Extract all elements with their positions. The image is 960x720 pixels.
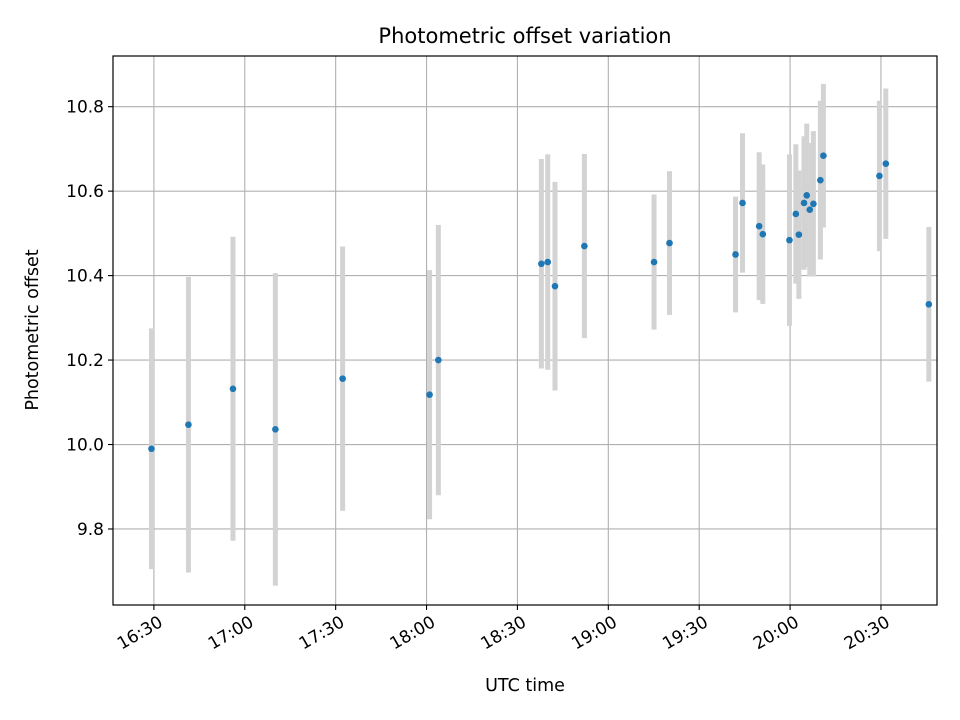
y-tick-label: 9.8 [77, 520, 104, 540]
data-point [800, 199, 808, 207]
data-point [795, 231, 803, 238]
data-point [551, 282, 559, 290]
data-point [882, 160, 890, 167]
data-point [229, 385, 237, 393]
data-point [759, 230, 767, 238]
data-points [148, 152, 933, 453]
x-tick-label: 20:30 [841, 612, 893, 654]
x-tick-label: 20:00 [750, 612, 802, 654]
data-point [435, 356, 442, 364]
data-point [876, 172, 883, 180]
chart-title: Photometric offset variation [378, 24, 671, 48]
data-point [185, 421, 192, 428]
data-point [581, 242, 588, 250]
x-axis-label: UTC time [485, 676, 565, 696]
x-tick-label: 18:30 [477, 612, 529, 654]
y-tick-label: 10.0 [66, 436, 104, 456]
data-point [148, 445, 155, 453]
data-point [739, 199, 746, 207]
y-tick-label: 10.4 [66, 267, 104, 287]
data-point [544, 258, 552, 266]
data-point [666, 239, 673, 247]
data-point [806, 206, 814, 214]
y-tick-label: 10.8 [66, 98, 104, 118]
data-point [803, 192, 811, 199]
y-axis-label: Photometric offset [23, 249, 43, 410]
data-point [925, 301, 933, 308]
data-point [820, 152, 827, 159]
y-tick-label: 10.2 [66, 351, 104, 371]
x-tick-label: 18:00 [387, 612, 439, 654]
data-point [426, 391, 433, 398]
data-point [817, 176, 824, 184]
data-point [538, 260, 545, 268]
data-point [339, 375, 346, 382]
y-tick-label: 10.6 [66, 182, 104, 202]
x-tick-label: 19:30 [659, 612, 711, 654]
data-point [650, 258, 658, 266]
data-point [810, 200, 817, 208]
data-point [755, 222, 763, 230]
data-point [786, 236, 793, 244]
error-bars [148, 83, 932, 586]
data-point [272, 426, 279, 433]
data-point [792, 210, 800, 218]
x-tick-label: 17:30 [296, 612, 348, 654]
x-tick-label: 16:30 [114, 612, 166, 654]
x-tick-label: 19:00 [568, 612, 620, 654]
data-point [732, 251, 739, 258]
plot-frame [112, 55, 938, 606]
x-tick-label: 17:00 [205, 612, 257, 654]
